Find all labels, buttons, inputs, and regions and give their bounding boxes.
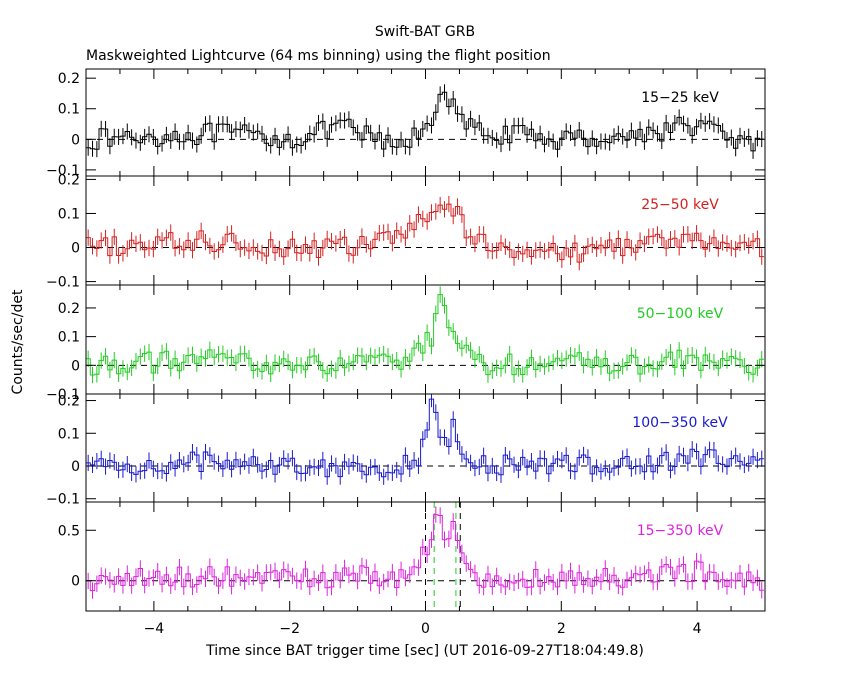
panel-3: −0.1 0 0.1 0.2 100−350 keV bbox=[46, 393, 766, 508]
y-tick-label: 0.1 bbox=[58, 206, 80, 222]
y-tick-label: 0 bbox=[71, 358, 80, 374]
y-tick-label: −0.1 bbox=[46, 492, 80, 508]
y-tick-label: 0.5 bbox=[58, 523, 80, 539]
lightcurve-series bbox=[86, 294, 764, 376]
band-label: 15−25 keV bbox=[641, 90, 719, 106]
y-tick-label: 0 bbox=[71, 574, 80, 590]
figure-subtitle: Maskweighted Lightcurve (64 ms binning) … bbox=[86, 48, 551, 64]
panel-1: −0.1 0 0.1 0.2 25−50 keV bbox=[46, 172, 766, 291]
band-label: 100−350 keV bbox=[632, 415, 728, 431]
y-tick-label: −0.1 bbox=[46, 275, 80, 291]
band-label: 15−350 keV bbox=[637, 523, 724, 539]
y-tick-label: −0.1 bbox=[46, 163, 80, 179]
y-tick-label: 0.2 bbox=[58, 394, 80, 410]
lightcurve-series bbox=[86, 398, 764, 478]
panel-4: 0 0.5 15−350 keV bbox=[58, 501, 766, 612]
x-tick-label: −4 bbox=[144, 621, 165, 637]
lightcurve-series bbox=[86, 514, 764, 592]
x-tick-label: −2 bbox=[279, 621, 300, 637]
y-tick-label: 0 bbox=[71, 132, 80, 148]
panel-frame bbox=[85, 393, 766, 503]
x-tick-label: 2 bbox=[557, 621, 566, 637]
y-tick-label: 0.2 bbox=[58, 301, 80, 317]
y-tick-label: 0.2 bbox=[58, 172, 80, 188]
x-tick-label: 0 bbox=[421, 621, 430, 637]
y-tick-label: 0.1 bbox=[58, 426, 80, 442]
lightcurve-series bbox=[86, 91, 764, 152]
panels-group: −0.1 0 0.1 0.2 15−25 keV −0.1 0 0.1 0.2 25−50 keV… bbox=[46, 68, 766, 637]
panel-frame bbox=[85, 68, 766, 177]
y-tick-label: 0.1 bbox=[58, 330, 80, 346]
y-axis-label: Counts/sec/det bbox=[10, 289, 26, 394]
panel-frame bbox=[85, 175, 766, 286]
figure-title: Swift-BAT GRB bbox=[375, 24, 475, 40]
y-tick-label: 0.2 bbox=[58, 71, 80, 87]
band-label: 25−50 keV bbox=[641, 197, 719, 213]
x-axis-label: Time since BAT trigger time [sec] (UT 20… bbox=[205, 643, 644, 659]
band-label: 50−100 keV bbox=[637, 306, 724, 322]
lightcurve-series bbox=[86, 203, 764, 263]
panel-2: −0.1 0 0.1 0.2 50−100 keV bbox=[46, 284, 766, 403]
y-tick-label: 0 bbox=[71, 459, 80, 475]
y-tick-label: −0.1 bbox=[46, 387, 80, 403]
panel-0: −0.1 0 0.1 0.2 15−25 keV bbox=[46, 68, 766, 179]
y-tick-label: 0.1 bbox=[58, 102, 80, 118]
y-tick-label: 0 bbox=[71, 241, 80, 257]
x-tick-label: 4 bbox=[693, 621, 702, 637]
